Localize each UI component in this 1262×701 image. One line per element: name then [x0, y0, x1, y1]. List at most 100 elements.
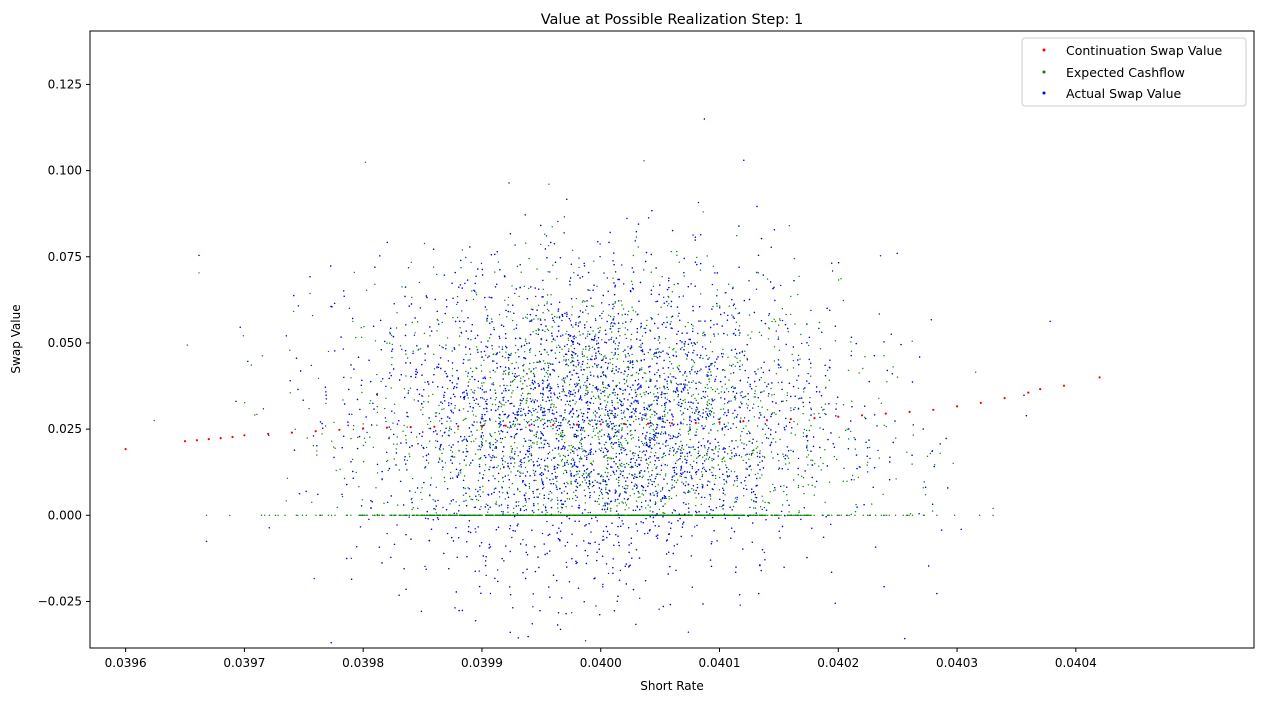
expected-cashflow-point [750, 499, 753, 501]
expected-cashflow-point [509, 311, 511, 313]
expected-cashflow-point [604, 454, 606, 457]
expected-cashflow-point [718, 445, 720, 447]
expected-cashflow-point [657, 313, 659, 315]
expected-cashflow-point [724, 460, 726, 462]
expected-cashflow-point [498, 426, 501, 428]
expected-cashflow-point [774, 489, 776, 491]
expected-cashflow-point [595, 334, 597, 336]
expected-cashflow-point [686, 384, 688, 386]
expected-cashflow-point [242, 335, 245, 337]
expected-cashflow-point [705, 418, 708, 420]
expected-cashflow-zero-point [562, 514, 564, 516]
expected-cashflow-point [666, 383, 669, 385]
expected-cashflow-point [707, 450, 709, 453]
expected-cashflow-point [717, 430, 719, 432]
expected-cashflow-point [770, 387, 772, 390]
expected-cashflow-point [656, 466, 658, 468]
expected-cashflow-point [759, 477, 761, 479]
expected-cashflow-point [724, 494, 726, 496]
expected-cashflow-point [614, 302, 616, 304]
expected-cashflow-point [596, 285, 598, 287]
expected-cashflow-point [674, 436, 677, 438]
expected-cashflow-point [395, 327, 398, 329]
expected-cashflow-point [597, 364, 600, 366]
expected-cashflow-point [664, 503, 666, 505]
expected-cashflow-point [802, 413, 804, 415]
expected-cashflow-point [481, 382, 483, 384]
expected-cashflow-point [547, 329, 550, 332]
expected-cashflow-point [707, 371, 709, 373]
expected-cashflow-point [706, 255, 708, 257]
expected-cashflow-point [826, 369, 829, 371]
expected-cashflow-point [585, 472, 587, 474]
expected-cashflow-point [465, 417, 467, 420]
expected-cashflow-zero-point [554, 514, 556, 516]
expected-cashflow-zero-point [640, 514, 642, 516]
expected-cashflow-point [489, 466, 491, 468]
expected-cashflow-zero-point [753, 514, 755, 516]
expected-cashflow-point [824, 403, 827, 405]
expected-cashflow-zero-point [763, 514, 766, 516]
expected-cashflow-point [403, 424, 405, 427]
actual-swap-value-point [697, 332, 699, 335]
expected-cashflow-point [528, 368, 530, 370]
expected-cashflow-point [672, 367, 674, 369]
expected-cashflow-point [566, 498, 569, 500]
expected-cashflow-point [657, 392, 659, 394]
expected-cashflow-point [755, 447, 757, 449]
expected-cashflow-point [293, 310, 295, 313]
expected-cashflow-point [556, 316, 558, 318]
actual-swap-value-point [711, 283, 714, 286]
expected-cashflow-point [654, 386, 656, 388]
expected-cashflow-point [546, 511, 548, 514]
expected-cashflow-point [433, 368, 436, 370]
expected-cashflow-point [575, 499, 577, 502]
expected-cashflow-point [460, 472, 462, 474]
expected-cashflow-point [494, 389, 496, 391]
expected-cashflow-point [878, 457, 880, 459]
expected-cashflow-point [610, 474, 612, 477]
expected-cashflow-point [754, 396, 756, 398]
expected-cashflow-zero-point [722, 514, 724, 516]
expected-cashflow-point [649, 420, 651, 422]
expected-cashflow-point [652, 492, 654, 494]
expected-cashflow-point [619, 463, 621, 465]
expected-cashflow-zero-point [717, 514, 720, 516]
expected-cashflow-point [471, 498, 474, 501]
expected-cashflow-point [575, 401, 577, 403]
expected-cashflow-point [580, 437, 583, 439]
expected-cashflow-point [602, 505, 605, 507]
expected-cashflow-point [600, 354, 602, 356]
expected-cashflow-point [592, 430, 595, 432]
expected-cashflow-point [627, 463, 630, 466]
actual-swap-value-point [568, 420, 570, 423]
expected-cashflow-point [442, 448, 445, 450]
expected-cashflow-point [684, 353, 687, 355]
expected-cashflow-point [553, 420, 555, 422]
expected-cashflow-point [462, 419, 465, 421]
expected-cashflow-point [709, 495, 712, 497]
expected-cashflow-point [675, 452, 677, 454]
expected-cashflow-point [376, 373, 378, 376]
expected-cashflow-point [579, 334, 581, 336]
expected-cashflow-point [528, 439, 530, 441]
expected-cashflow-point [392, 422, 394, 424]
expected-cashflow-point [655, 355, 657, 358]
expected-cashflow-point [524, 504, 526, 507]
expected-cashflow-point [786, 494, 788, 496]
expected-cashflow-point [656, 436, 658, 439]
expected-cashflow-zero-point [725, 514, 727, 516]
expected-cashflow-point [808, 419, 810, 421]
expected-cashflow-zero-point [538, 514, 540, 516]
expected-cashflow-point [727, 422, 729, 424]
expected-cashflow-point [427, 401, 429, 403]
expected-cashflow-point [501, 346, 504, 348]
expected-cashflow-point [551, 449, 554, 451]
expected-cashflow-point [664, 338, 667, 340]
expected-cashflow-point [374, 283, 376, 285]
expected-cashflow-zero-point [886, 514, 888, 516]
expected-cashflow-zero-point [469, 514, 472, 516]
expected-cashflow-point [622, 322, 624, 325]
expected-cashflow-point [526, 313, 529, 316]
actual-swap-value-point [310, 364, 312, 367]
